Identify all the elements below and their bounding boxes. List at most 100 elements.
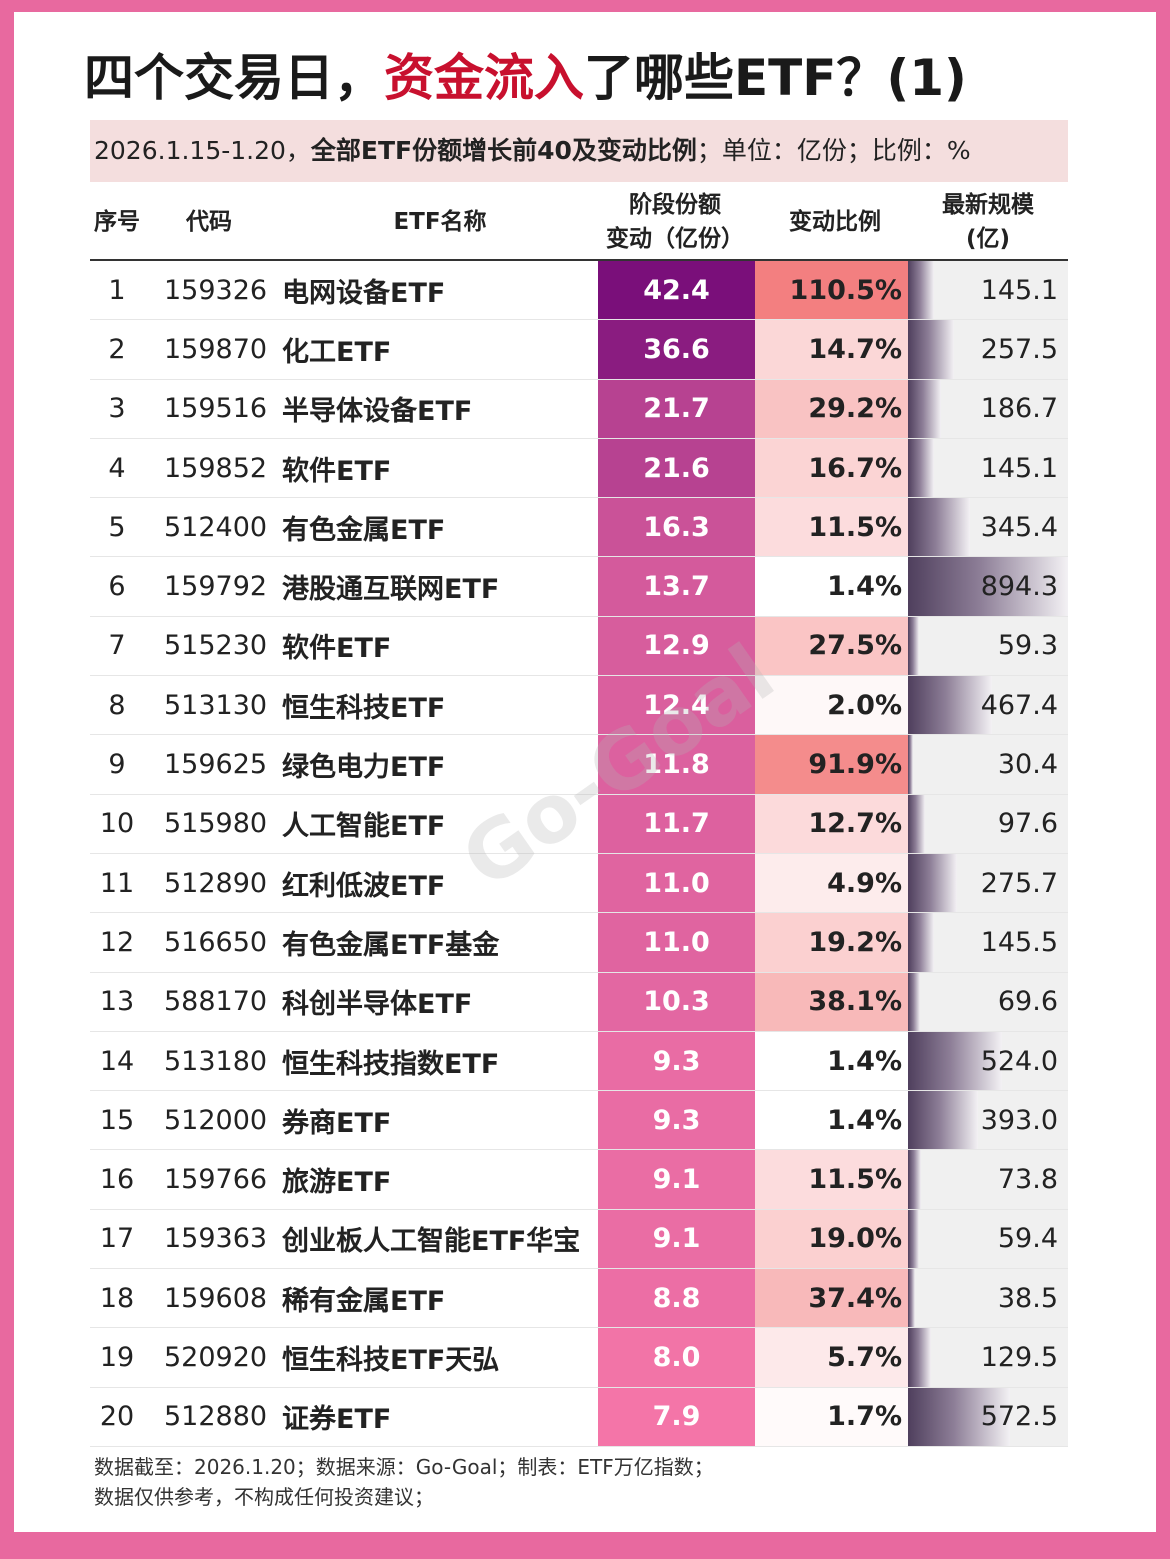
table-row: 19 520920 恒生科技ETF天弘 8.0 5.7% 129.5 bbox=[90, 1328, 1068, 1388]
etf-name: 旅游ETF bbox=[282, 1167, 392, 1199]
size-bar bbox=[908, 616, 919, 676]
share-change-cell: 12.4 bbox=[598, 676, 755, 735]
size-cell: 275.7 bbox=[908, 853, 1068, 913]
etf-code: 513130 bbox=[164, 689, 268, 721]
row-index: 4 bbox=[108, 452, 126, 484]
etf-name: 有色金属ETF基金 bbox=[282, 929, 500, 961]
header-idx: 序号 bbox=[94, 209, 140, 235]
row-index: 9 bbox=[108, 749, 126, 781]
row-index: 12 bbox=[99, 926, 135, 958]
size-cell: 524.0 bbox=[908, 1031, 1068, 1091]
size-bar bbox=[908, 735, 914, 794]
etf-code: 512400 bbox=[164, 511, 268, 543]
table-row: 7 515230 软件ETF 12.9 27.5% 59.3 bbox=[90, 616, 1068, 677]
footer-line-2: 数据仅供参考，不构成任何投资建议； bbox=[94, 1485, 434, 1509]
change-pct-cell: 19.2% bbox=[755, 913, 908, 972]
change-pct-cell: 29.2% bbox=[755, 379, 908, 438]
row-index: 2 bbox=[108, 333, 126, 365]
size-cell: 59.3 bbox=[908, 616, 1068, 676]
etf-name: 人工智能ETF bbox=[282, 811, 446, 843]
row-index: 13 bbox=[99, 986, 135, 1018]
etf-name: 稀有金属ETF bbox=[282, 1285, 446, 1317]
size-value: 524.0 bbox=[980, 1045, 1058, 1077]
change-pct-cell: 1.4% bbox=[755, 557, 908, 616]
table-row: 1 159326 电网设备ETF 42.4 110.5% 145.1 bbox=[90, 261, 1068, 321]
change-pct-cell: 11.5% bbox=[755, 1150, 908, 1209]
header-change: 阶段份额 变动（亿份） bbox=[606, 192, 744, 252]
etf-code: 512880 bbox=[164, 1401, 268, 1433]
etf-code: 520920 bbox=[164, 1341, 268, 1373]
share-change-cell: 9.1 bbox=[598, 1150, 755, 1209]
etf-code: 159326 bbox=[164, 274, 268, 306]
size-bar bbox=[908, 1328, 932, 1387]
header-divider bbox=[90, 259, 1068, 261]
size-value: 59.3 bbox=[997, 630, 1058, 662]
row-index: 14 bbox=[99, 1045, 135, 1077]
change-pct-cell: 16.7% bbox=[755, 438, 908, 498]
size-cell: 129.5 bbox=[908, 1328, 1068, 1387]
subtitle-banner: 2026.1.15-1.20，全部ETF份额增长前40及变动比例；单位：亿份；比… bbox=[90, 120, 1068, 182]
size-value: 97.6 bbox=[997, 808, 1058, 840]
size-value: 345.4 bbox=[980, 511, 1058, 543]
share-change-cell: 11.0 bbox=[598, 913, 755, 972]
row-index: 20 bbox=[99, 1401, 135, 1433]
change-pct-cell: 12.7% bbox=[755, 794, 908, 853]
share-change-cell: 12.9 bbox=[598, 616, 755, 676]
size-value: 30.4 bbox=[997, 749, 1058, 781]
etf-name: 恒生科技指数ETF bbox=[282, 1048, 500, 1080]
size-value: 186.7 bbox=[980, 393, 1058, 425]
etf-code: 159792 bbox=[164, 571, 268, 603]
etf-name: 半导体设备ETF bbox=[282, 396, 473, 428]
size-bar bbox=[908, 1150, 922, 1209]
etf-name: 软件ETF bbox=[282, 633, 392, 665]
share-change-cell: 10.3 bbox=[598, 972, 755, 1031]
size-cell: 30.4 bbox=[908, 735, 1068, 794]
size-value: 69.6 bbox=[997, 986, 1058, 1018]
etf-code: 513180 bbox=[164, 1045, 268, 1077]
size-cell: 59.4 bbox=[908, 1209, 1068, 1269]
change-pct-cell: 1.4% bbox=[755, 1031, 908, 1091]
table-row: 11 512890 红利低波ETF 11.0 4.9% 275.7 bbox=[90, 853, 1068, 914]
etf-name: 港股通互联网ETF bbox=[282, 574, 500, 606]
size-bar bbox=[908, 1031, 1002, 1091]
change-pct-cell: 2.0% bbox=[755, 676, 908, 735]
size-bar bbox=[908, 1209, 919, 1269]
size-value: 257.5 bbox=[980, 333, 1058, 365]
row-index: 5 bbox=[108, 511, 126, 543]
header-size: 最新规模 (亿) bbox=[942, 192, 1034, 252]
share-change-cell: 16.3 bbox=[598, 498, 755, 557]
etf-code: 516650 bbox=[164, 926, 268, 958]
etf-name: 有色金属ETF bbox=[282, 514, 446, 546]
change-pct-cell: 19.0% bbox=[755, 1209, 908, 1269]
etf-name: 证券ETF bbox=[282, 1404, 392, 1436]
etf-name: 科创半导体ETF bbox=[282, 989, 473, 1021]
etf-table-body: 1 159326 电网设备ETF 42.4 110.5% 145.1 2 159870 化工ET… bbox=[90, 261, 1068, 1447]
etf-code: 159870 bbox=[164, 333, 268, 365]
change-pct-cell: 4.9% bbox=[755, 853, 908, 913]
size-value: 572.5 bbox=[980, 1401, 1058, 1433]
row-index: 18 bbox=[99, 1282, 135, 1314]
share-change-cell: 9.3 bbox=[598, 1031, 755, 1091]
share-change-cell: 7.9 bbox=[598, 1387, 755, 1446]
size-bar bbox=[908, 794, 926, 853]
row-index: 6 bbox=[108, 571, 126, 603]
change-pct-cell: 1.4% bbox=[755, 1091, 908, 1150]
table-row: 5 512400 有色金属ETF 16.3 11.5% 345.4 bbox=[90, 498, 1068, 558]
etf-code: 515980 bbox=[164, 808, 268, 840]
table-row: 17 159363 创业板人工智能ETF华宝 9.1 19.0% 59.4 bbox=[90, 1209, 1068, 1270]
size-bar bbox=[908, 972, 921, 1031]
table-row: 18 159608 稀有金属ETF 8.8 37.4% 38.5 bbox=[90, 1269, 1068, 1329]
size-cell: 38.5 bbox=[908, 1269, 1068, 1328]
table-row: 6 159792 港股通互联网ETF 13.7 1.4% 894.3 bbox=[90, 557, 1068, 617]
table-row: 12 516650 有色金属ETF基金 11.0 19.2% 145.5 bbox=[90, 913, 1068, 973]
table-row: 10 515980 人工智能ETF 11.7 12.7% 97.6 bbox=[90, 794, 1068, 854]
size-cell: 894.3 bbox=[908, 557, 1068, 616]
size-value: 129.5 bbox=[980, 1341, 1058, 1373]
size-bar bbox=[908, 438, 934, 498]
row-index: 7 bbox=[108, 630, 126, 662]
size-bar bbox=[908, 913, 935, 972]
size-cell: 467.4 bbox=[908, 676, 1068, 735]
etf-code: 159516 bbox=[164, 393, 268, 425]
share-change-cell: 36.6 bbox=[598, 320, 755, 379]
size-cell: 393.0 bbox=[908, 1091, 1068, 1150]
